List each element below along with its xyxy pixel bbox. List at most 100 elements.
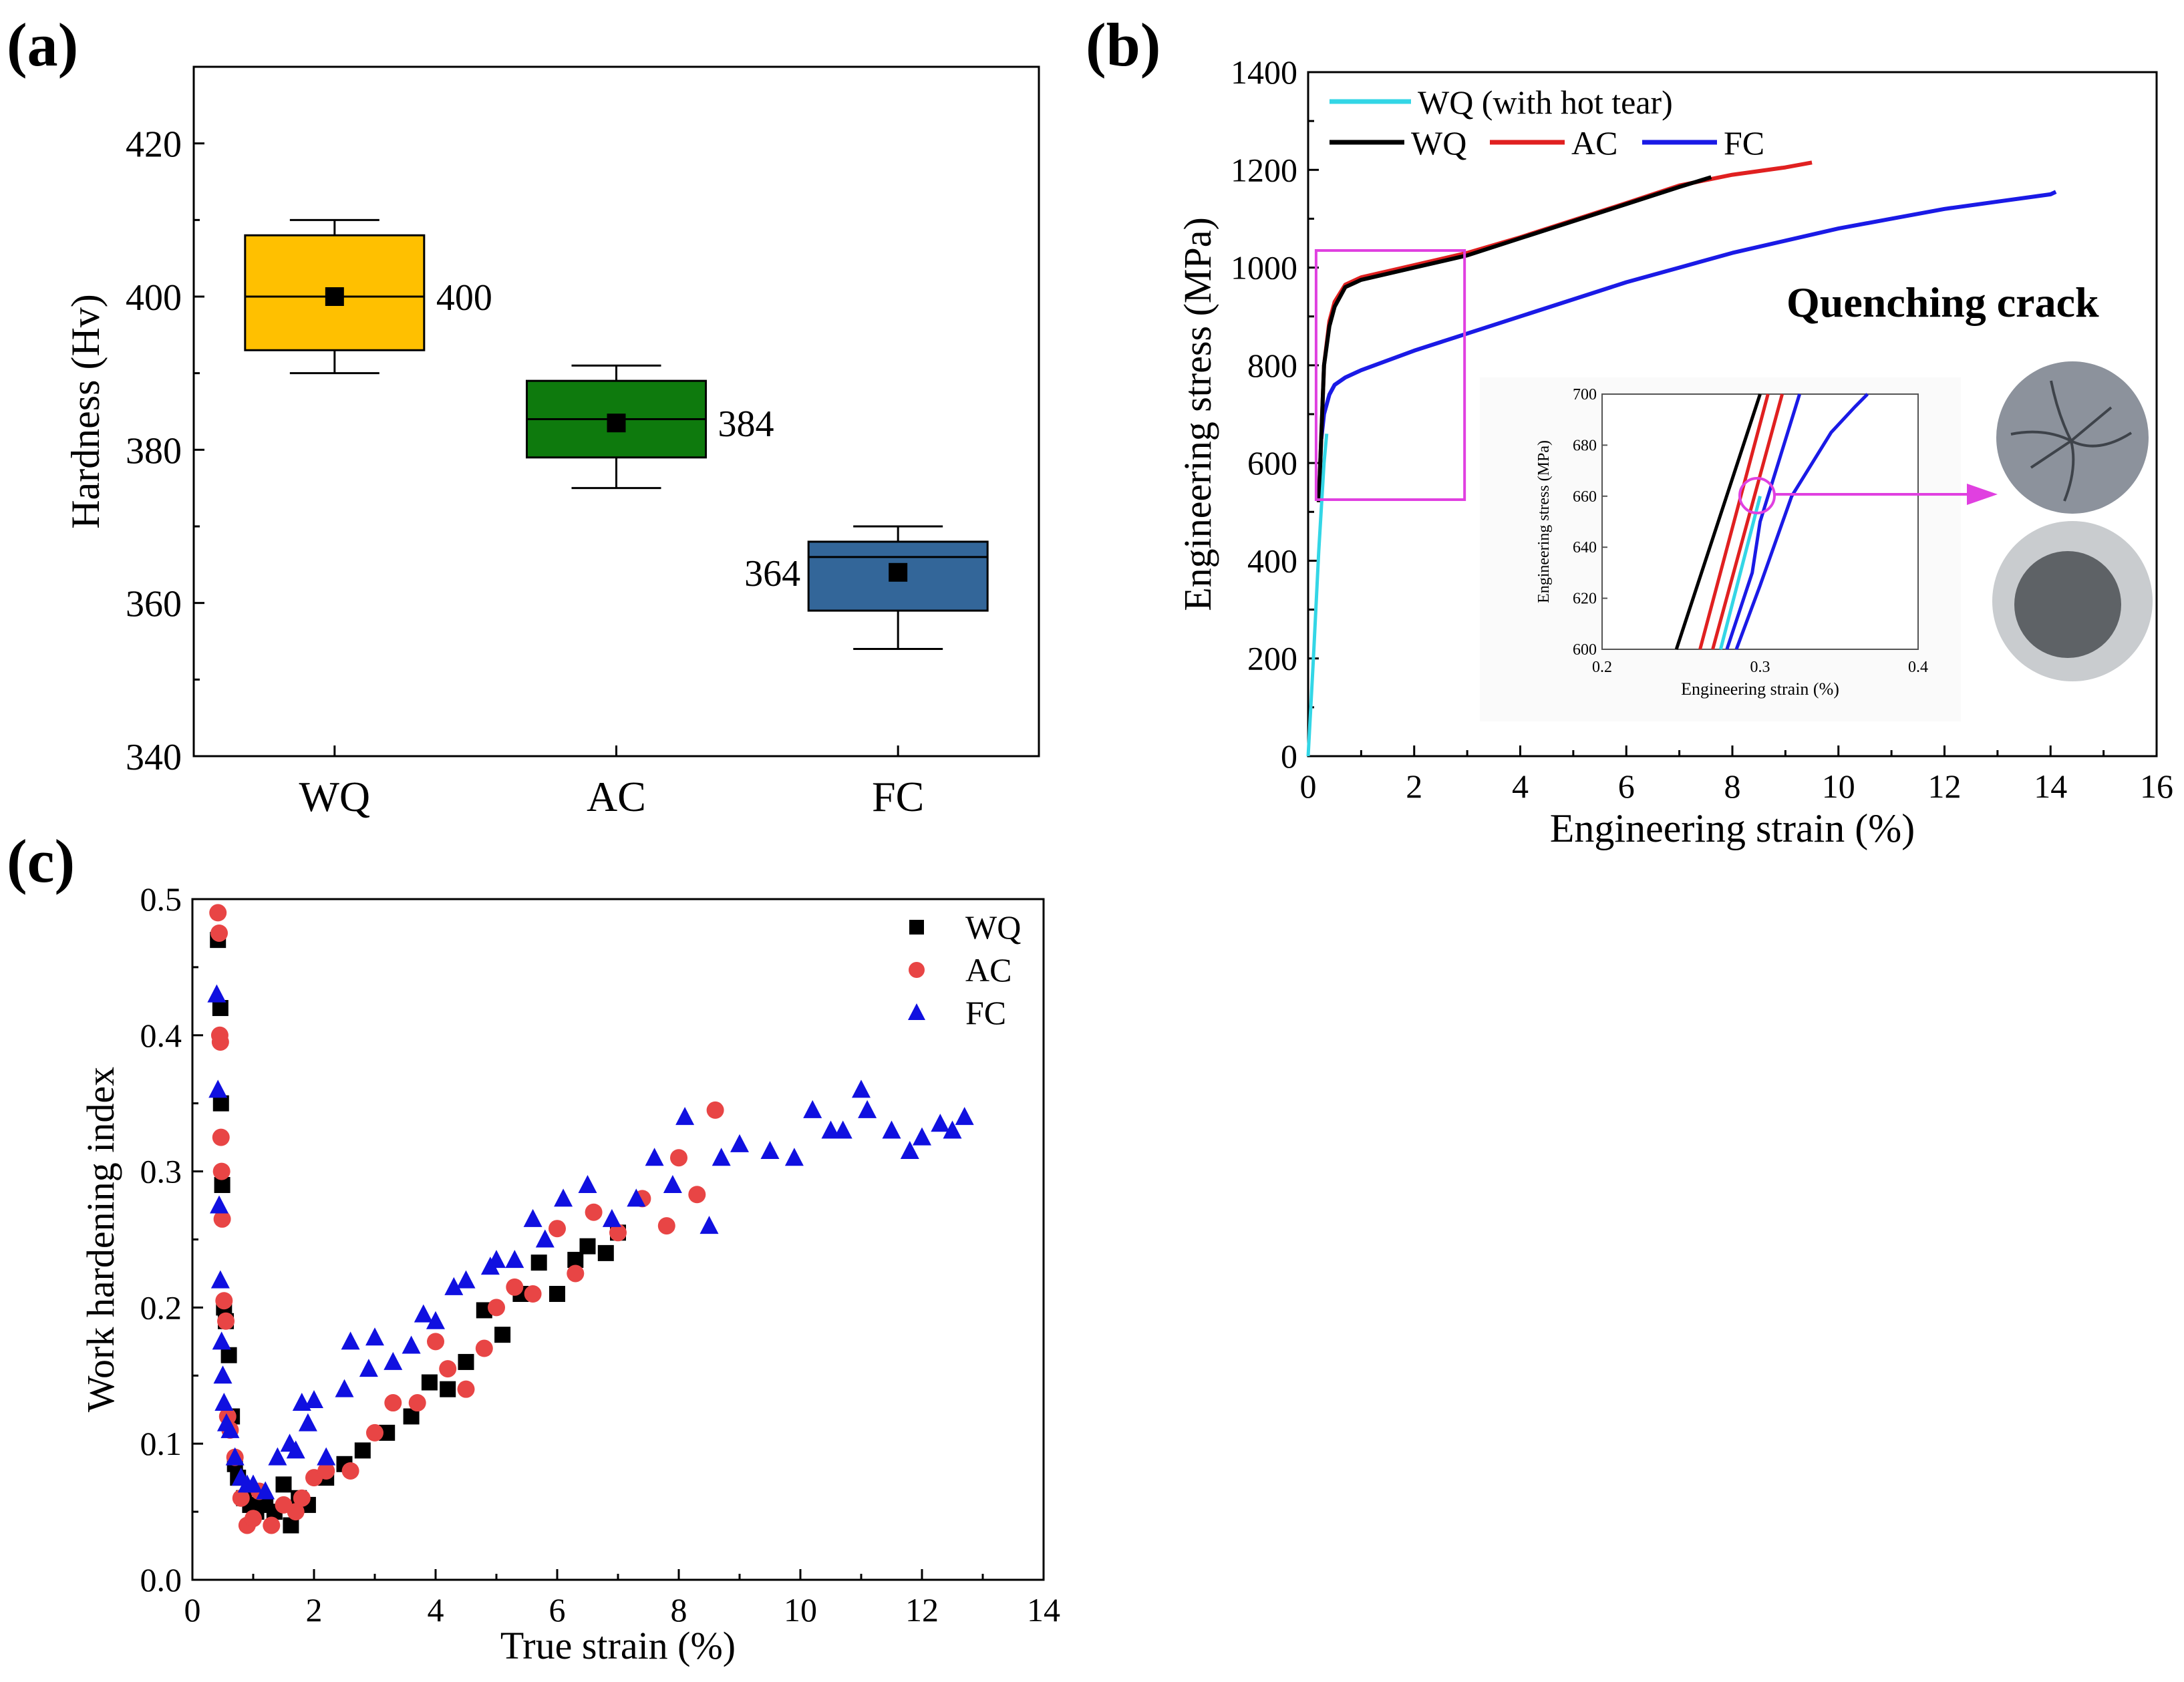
quenching-crack-disc-photo	[1996, 361, 2149, 514]
x-tick-label: 8	[671, 1591, 687, 1629]
y-tick-label: 0.3	[140, 1153, 182, 1190]
point-fc	[256, 1481, 275, 1500]
point-fc	[305, 1389, 323, 1408]
point-ac	[706, 1101, 724, 1119]
point-fc	[699, 1216, 719, 1234]
point-fc	[523, 1208, 542, 1227]
point-ac	[657, 1217, 675, 1235]
legend-label: WQ	[965, 908, 1021, 946]
x-tick-label: 0	[184, 1591, 201, 1629]
x-axis-label: Engineering strain (%)	[1550, 806, 1915, 850]
y-axis-label: Work hardening index	[79, 1067, 122, 1412]
point-fc	[730, 1134, 749, 1152]
point-wq	[597, 1244, 614, 1261]
legend-label: AC	[1571, 124, 1617, 162]
point-fc	[833, 1120, 852, 1139]
point-fc	[213, 1365, 232, 1384]
point-fc	[359, 1359, 378, 1377]
point-ac	[488, 1299, 505, 1317]
point-ac	[609, 1224, 627, 1242]
inset-curve	[1718, 496, 1762, 650]
x-tick-label: 8	[1724, 768, 1741, 805]
x-axis-label: True strain (%)	[500, 1624, 736, 1667]
point-fc	[852, 1079, 871, 1098]
x-tick-label: 0	[1300, 768, 1317, 805]
inset-curve	[1711, 393, 1784, 650]
y-tick-label: 0.4	[140, 1017, 182, 1054]
point-ac	[670, 1149, 687, 1167]
point-ac	[384, 1394, 402, 1412]
legend-label: FC	[1724, 124, 1764, 162]
x-tick-label: 4	[1512, 768, 1529, 805]
point-ac	[549, 1220, 566, 1238]
point-fc	[663, 1174, 682, 1193]
point-fc	[341, 1331, 360, 1350]
point-ac	[232, 1489, 250, 1507]
point-fc	[426, 1311, 445, 1329]
inset-x-tick-label: 0.3	[1750, 659, 1770, 676]
x-tick-label: 2	[306, 1591, 323, 1629]
x-tick-label: WQ	[299, 773, 371, 820]
hardness-box-plot: 340 360 380 400 420 Hardness (Hv) WQ 400 AC 384 FC…	[63, 65, 1040, 820]
point-fc	[208, 1079, 228, 1098]
point-ac	[210, 924, 228, 942]
box-value-label: 384	[718, 403, 774, 445]
point-ac	[263, 1516, 281, 1534]
x-tick-label: 6	[1618, 768, 1635, 805]
point-fc	[821, 1120, 840, 1139]
point-ac	[585, 1203, 603, 1221]
x-tick-label: 10	[784, 1591, 817, 1629]
point-fc	[244, 1474, 263, 1493]
point-wq	[212, 1095, 229, 1112]
point-ac	[567, 1265, 585, 1283]
inset-x-tick-label: 0.2	[1592, 659, 1612, 676]
y-tick-label: 340	[126, 737, 182, 778]
point-ac	[506, 1278, 524, 1296]
y-tick-label: 420	[126, 124, 182, 166]
point-wq	[275, 1476, 292, 1493]
point-wq	[458, 1353, 474, 1370]
legend-label: FC	[965, 994, 1006, 1031]
point-fc	[535, 1229, 555, 1248]
x-tick-label: 2	[1406, 768, 1422, 805]
point-fc	[760, 1141, 780, 1160]
legend-label: AC	[965, 951, 1011, 989]
point-fc	[414, 1304, 433, 1323]
point-fc	[858, 1100, 877, 1118]
inset-curve	[1725, 393, 1801, 650]
point-fc	[487, 1250, 506, 1269]
panel-label-b: (b)	[1086, 11, 1160, 79]
y-tick-label: 360	[126, 584, 182, 625]
y-tick-label: 1000	[1231, 249, 1297, 287]
point-ac	[217, 1312, 235, 1330]
y-tick-label: 800	[1247, 347, 1297, 384]
point-ac	[688, 1186, 706, 1204]
point-fc	[335, 1379, 354, 1397]
point-fc	[913, 1127, 931, 1146]
inset-y-tick-label: 620	[1573, 591, 1597, 608]
pointer-arrow-head	[1967, 484, 1998, 505]
mean-marker	[607, 413, 626, 433]
legend-label: WQ	[1411, 124, 1466, 162]
point-ac	[215, 1292, 233, 1310]
y-tick-label: 0.2	[140, 1289, 182, 1326]
crack-lines	[2010, 380, 2133, 502]
inset-x-axis-label: Engineering strain (%)	[1681, 679, 1839, 699]
point-ac	[408, 1394, 426, 1412]
stress-strain-plot: 0 2 4 6 8 10 12 14 16 0 200 400 600 800 1000 1200 1400 En…	[1176, 53, 2173, 850]
point-fc	[212, 1331, 231, 1350]
point-fc	[627, 1188, 646, 1207]
point-fc	[943, 1120, 962, 1139]
point-fc	[554, 1188, 573, 1207]
legend-label: WQ (with hot tear)	[1418, 83, 1673, 121]
x-tick-label: 12	[905, 1591, 939, 1629]
point-ac	[245, 1510, 262, 1528]
zoom-highlight-box	[1314, 248, 1466, 501]
point-wq	[212, 1000, 228, 1017]
inset-curve	[1734, 393, 1869, 650]
inset-y-tick-label: 700	[1573, 386, 1597, 403]
x-tick-label: 6	[549, 1591, 566, 1629]
point-fc	[645, 1148, 664, 1166]
point-ac	[209, 904, 227, 922]
